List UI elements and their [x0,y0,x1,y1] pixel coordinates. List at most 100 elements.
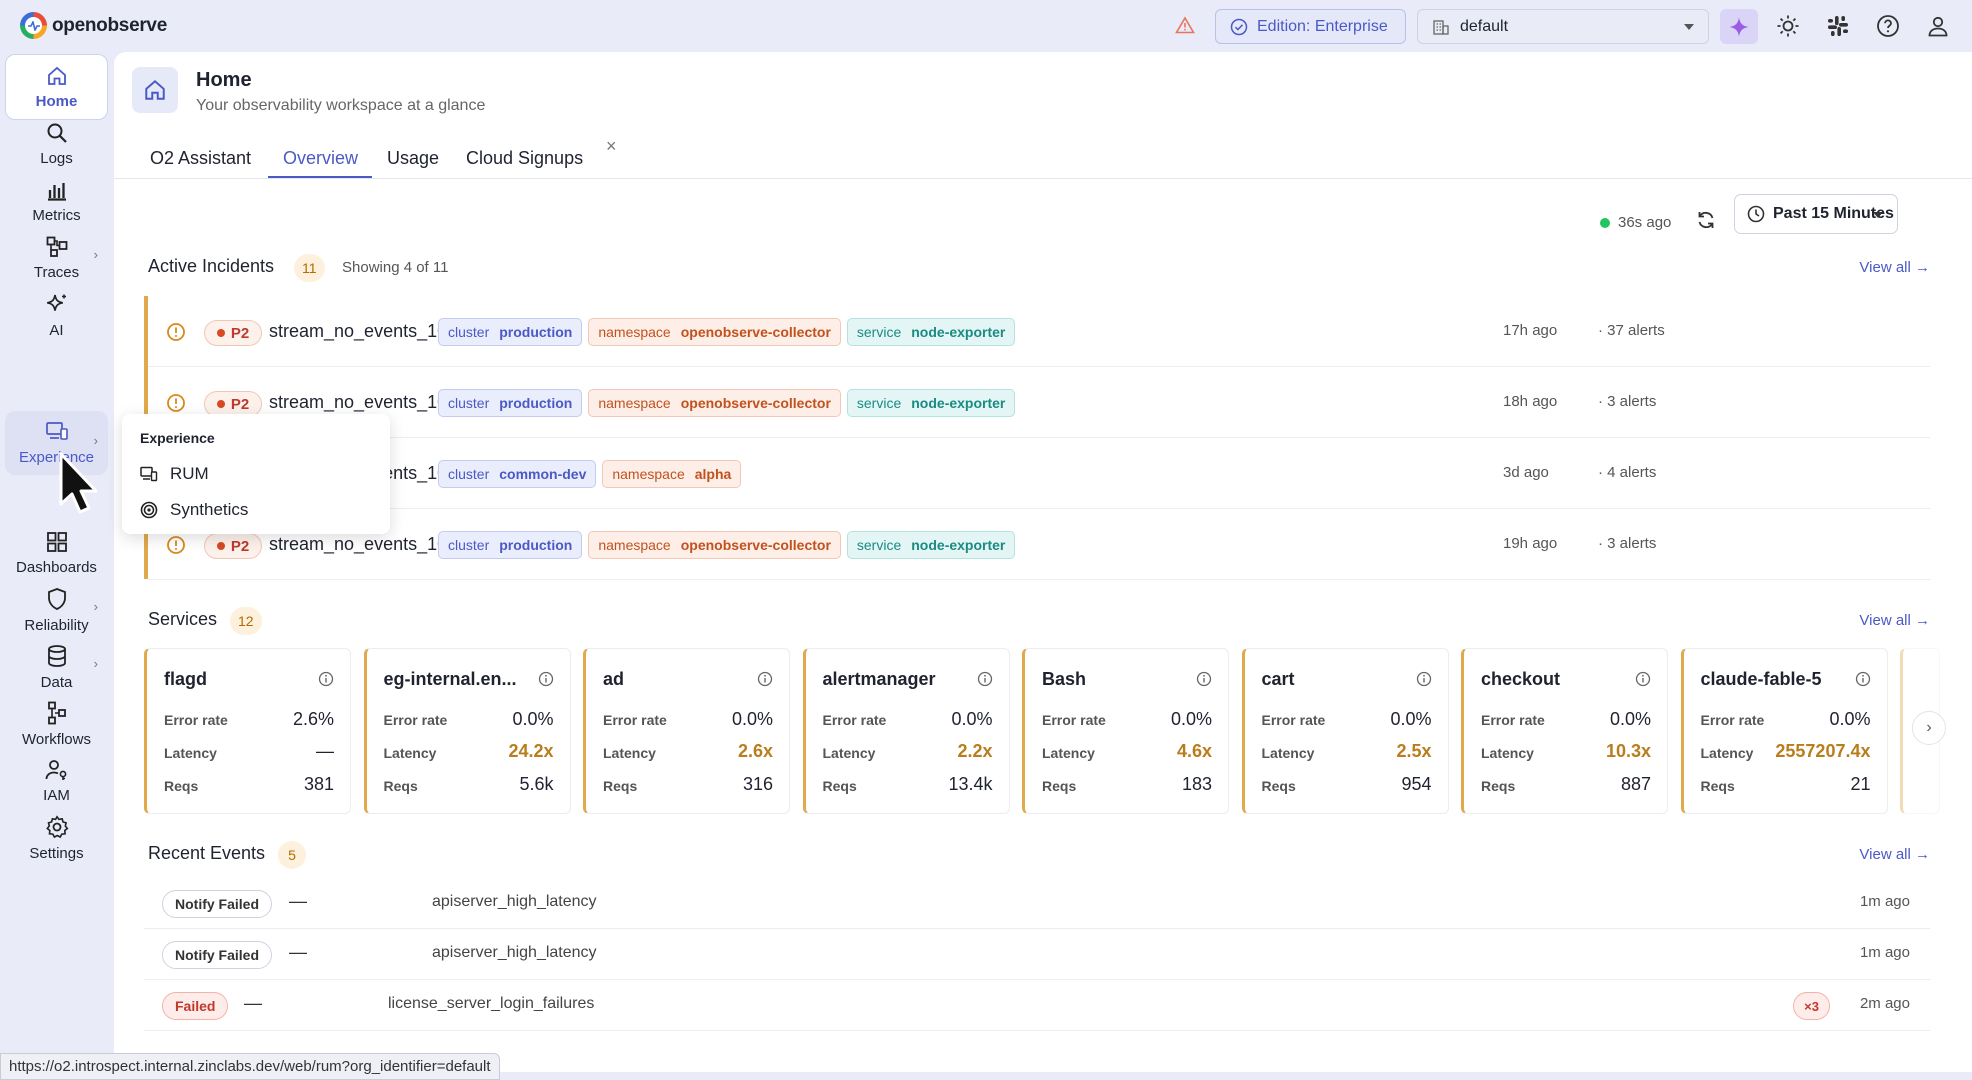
org-name: default [1460,17,1509,35]
info-icon[interactable] [318,671,334,687]
sidebar-item-experience[interactable]: Experience › [5,411,108,475]
org-selector[interactable]: default [1417,9,1709,44]
service-card[interactable]: flagd Error rate 2.6% Latency — Reqs 381 [144,648,351,814]
event-name: license_server_login_failures [388,995,595,1012]
namespace-tag: namespace alpha [602,460,742,488]
error-rate-label: Error rate [822,712,887,728]
event-name: apiserver_high_latency [432,893,597,910]
event-row[interactable]: Notify Failed — apiserver_high_latency 1… [144,929,1930,980]
theme-toggle-icon[interactable] [1775,13,1801,39]
error-rate-label: Error rate [1261,712,1326,728]
service-card[interactable]: alertmanager Error rate 0.0% Latency 2.2x Req… [802,648,1010,814]
error-rate-value: 0.0% [512,709,554,729]
service-tag: service node-exporter [846,318,1016,346]
help-icon[interactable] [1875,13,1901,39]
sidebar-item-reliability[interactable]: Reliability › [5,577,108,643]
home-icon [132,67,178,113]
home-icon [47,66,66,85]
incident-row[interactable]: P2 stream_no_events_10m cluster productio… [148,296,1930,367]
info-icon[interactable] [1196,671,1212,687]
namespace-tag: namespace openobserve-collector [588,531,841,559]
experience-flyout-menu: Experience RUM Synthetics [122,414,390,534]
warning-icon[interactable] [1175,16,1195,34]
edition-badge[interactable]: Edition: Enterprise [1215,9,1406,44]
chevron-right-icon: › [93,656,98,671]
chevron-down-icon [1684,24,1694,30]
sidebar-item-settings[interactable]: Settings [5,805,108,871]
time-range-selector[interactable]: Past 15 Minutes [1734,194,1898,234]
incident-row[interactable]: P2 stream_no_events_10m clustercommon-de… [148,438,1930,509]
reqs-value: 183 [1181,774,1212,794]
services-view-all-link[interactable]: View all → [1859,612,1930,629]
sidebar-item-label: Reliability [24,616,89,634]
user-icon[interactable] [1925,13,1951,39]
refresh-icon[interactable] [1696,210,1716,230]
service-card[interactable]: cart Error rate 0.0% Latency 2.5x Reqs 954 [1241,648,1449,814]
events-title: Recent Events [148,843,266,863]
sidebar-item-iam[interactable]: IAM [5,748,108,814]
incidents-list: P2 stream_no_events_10m cluster productio… [144,296,1930,580]
service-card[interactable]: ad Error rate 0.0% Latency 2.6x Reqs 316 [583,648,790,814]
sidebar-item-dashboards[interactable]: Dashboards [5,520,108,586]
service-name: claude-fable-5 [1700,669,1822,689]
info-icon[interactable] [977,671,993,687]
incident-tags: cluster common-dev namespace alpha [438,460,742,488]
brand-name: openobserve [52,14,167,36]
sidebar-item-ai[interactable]: AI [5,282,108,348]
incidents-view-all-link[interactable]: View all → [1859,259,1930,276]
service-card[interactable]: eg-internal.en... Error rate 0.0% Latency 24… [363,648,571,814]
sidebar-item-home[interactable]: Home [5,54,108,120]
database-icon [47,644,66,667]
sidebar-item-data[interactable]: Data › [5,634,108,700]
latency-label: Latency [383,745,437,761]
menu-item-synthetics[interactable]: Synthetics [140,500,248,520]
latency-value: 2.5x [1396,741,1432,761]
divider [114,178,1972,179]
tab-overview[interactable]: Overview [283,147,359,168]
sidebar-item-label: Traces [33,263,80,281]
tab-cloud-signups[interactable]: Cloud Signups [466,147,584,168]
verified-icon [1230,18,1248,36]
events-view-all-link[interactable]: View all → [1859,846,1930,863]
chevron-right-icon[interactable]: › [1912,711,1946,745]
reqs-label: Reqs [1261,778,1296,794]
sidebar-item-workflows[interactable]: Workflows [5,691,108,757]
incident-row[interactable]: P2 stream_no_events_10m cluster productio… [148,509,1930,580]
shield-icon [47,587,66,610]
service-name: flagd [164,669,207,689]
tab-o2-assistant[interactable]: O2 Assistant [150,147,252,168]
info-icon[interactable] [1855,671,1871,687]
latency-label: Latency [822,745,876,761]
close-tab-icon[interactable]: × [606,136,617,156]
status-badge: Notify Failed [162,941,273,969]
info-icon[interactable] [1416,671,1432,687]
info-icon[interactable] [538,671,554,687]
tab-bar: O2 Assistant Overview Usage Cloud Signup… [114,134,1972,230]
error-rate-value: 0.0% [1170,709,1212,729]
menu-item-rum[interactable]: RUM [140,464,209,484]
sidebar-item-traces[interactable]: Traces › [5,225,108,291]
clock-icon [1747,205,1765,223]
info-icon[interactable] [757,671,773,687]
service-card[interactable]: Bash Error rate 0.0% Latency 4.6x Reqs 183 [1022,648,1229,814]
incidents-showing: Showing 4 of 11 [342,259,449,276]
latency-label: Latency [1700,745,1754,761]
reqs-value: 5.6k [519,774,554,794]
incident-row[interactable]: P2 stream_no_events_10m cluster productio… [148,367,1930,438]
app-logo[interactable]: openobserve [20,12,167,39]
service-name: ad [603,669,625,689]
namespace-tag: namespace openobserve-collector [588,318,841,346]
sidebar-item-logs[interactable]: Logs [5,111,108,177]
service-card[interactable]: checkout Error rate 0.0% Latency 10.3x Reqs 88… [1461,648,1668,814]
devices-icon [140,466,158,482]
service-card[interactable]: claude-fable-5 Error rate 0.0% Latency 25572… [1680,648,1888,814]
sidebar-item-metrics[interactable]: Metrics [5,168,108,234]
slack-icon[interactable] [1825,13,1851,39]
event-row[interactable]: Notify Failed — apiserver_high_latency 1… [144,878,1930,929]
reqs-value: 21 [1850,774,1871,794]
service-name: alertmanager [822,669,936,689]
tab-usage[interactable]: Usage [387,147,440,168]
info-icon[interactable] [1635,671,1651,687]
ai-assistant-button[interactable] [1720,9,1758,44]
event-row[interactable]: Failed — license_server_login_failures ×… [144,980,1930,1031]
